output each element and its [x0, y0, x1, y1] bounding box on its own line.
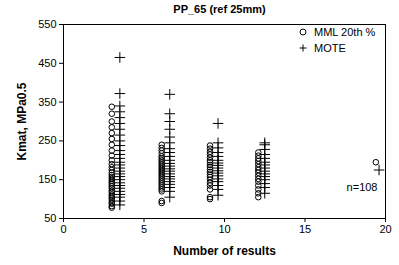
svg-text:20: 20 [379, 223, 391, 235]
svg-text:5: 5 [141, 223, 147, 235]
html-text:PP_65 (ref 25mm): PP_65 (ref 25mm) [173, 3, 266, 15]
svg-text:50: 50 [44, 212, 56, 224]
svg-text:0: 0 [60, 223, 66, 235]
html-text:MOTE: MOTE [314, 42, 346, 54]
svg-text:550: 550 [38, 18, 56, 30]
svg-text:15: 15 [299, 223, 311, 235]
svg-text:n=108: n=108 [347, 181, 378, 193]
html-text:MML 20th %: MML 20th % [314, 26, 376, 38]
svg-text:Kmat, MPa0.5: Kmat, MPa0.5 [15, 82, 29, 160]
svg-text:250: 250 [38, 134, 56, 146]
svg-text:10: 10 [218, 223, 230, 235]
svg-text:150: 150 [38, 173, 56, 185]
svg-text:Number of results: Number of results [173, 244, 276, 258]
svg-text:350: 350 [38, 96, 56, 108]
svg-text:450: 450 [38, 57, 56, 69]
